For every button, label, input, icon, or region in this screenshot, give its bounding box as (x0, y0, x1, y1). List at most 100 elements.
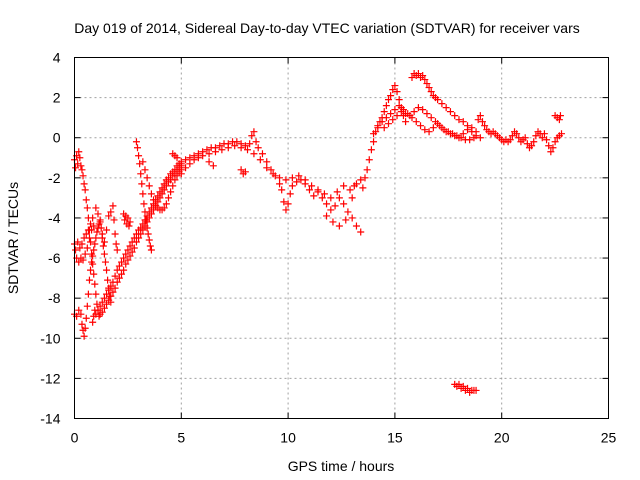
data-point (100, 304, 108, 312)
data-point (389, 116, 397, 124)
data-point (80, 180, 88, 188)
data-point (523, 140, 531, 148)
data-point (94, 210, 102, 218)
data-point (474, 116, 482, 124)
data-point (288, 182, 296, 190)
data-point (333, 188, 341, 196)
data-point (348, 194, 356, 202)
data-point (357, 176, 365, 184)
data-point (352, 222, 360, 230)
data-point (91, 240, 99, 248)
data-point (90, 246, 98, 254)
data-point (293, 178, 301, 186)
data-point (81, 250, 89, 258)
data-point (301, 176, 309, 184)
data-point (101, 258, 109, 266)
data-point (79, 172, 87, 180)
data-point (84, 290, 92, 298)
data-point (158, 190, 166, 198)
data-point (169, 182, 177, 190)
data-point (147, 210, 155, 218)
data-point (423, 80, 431, 88)
data-point (256, 156, 264, 164)
data-point (130, 244, 138, 252)
data-point (515, 134, 523, 142)
data-point (85, 226, 93, 234)
data-point (434, 96, 442, 104)
data-point (466, 136, 474, 144)
data-point (320, 190, 328, 198)
data-point (393, 88, 401, 96)
data-point (429, 124, 437, 132)
data-point (241, 142, 249, 150)
data-point (112, 240, 120, 248)
data-point (186, 160, 194, 168)
data-point (216, 142, 224, 150)
data-point (346, 186, 354, 194)
data-point (459, 118, 467, 126)
data-point (370, 138, 378, 146)
data-point (412, 118, 420, 126)
data-point (103, 290, 111, 298)
data-point (126, 252, 134, 260)
data-point (117, 258, 125, 266)
data-point (139, 190, 147, 198)
data-point (135, 234, 143, 242)
data-point (103, 300, 111, 308)
data-point (348, 214, 356, 222)
data-point (113, 246, 121, 254)
data-point (120, 254, 128, 262)
data-point (92, 204, 100, 212)
data-point (295, 172, 303, 180)
data-point (99, 242, 107, 250)
data-point (87, 266, 95, 274)
data-point (109, 202, 117, 210)
data-point (267, 166, 275, 174)
data-point (103, 266, 111, 274)
data-point (449, 130, 457, 138)
data-point (81, 186, 89, 194)
data-point (365, 156, 373, 164)
data-point (83, 244, 91, 252)
data-point (389, 86, 397, 94)
data-point (361, 174, 369, 182)
data-point (384, 96, 392, 104)
data-point (438, 100, 446, 108)
data-point (107, 208, 115, 216)
data-point (421, 126, 429, 134)
data-point (100, 294, 108, 302)
data-point (76, 244, 84, 252)
data-point (453, 132, 461, 140)
data-point (203, 146, 211, 154)
data-point (410, 108, 418, 116)
data-point (508, 132, 516, 140)
data-point (78, 320, 86, 328)
data-point (464, 384, 472, 392)
data-point (103, 226, 111, 234)
data-point (387, 110, 395, 118)
data-point (342, 216, 350, 224)
data-point (135, 152, 143, 160)
data-point (160, 186, 168, 194)
data-point (340, 200, 348, 208)
data-point (387, 92, 395, 100)
data-point (82, 314, 90, 322)
data-point (125, 222, 133, 230)
data-point (269, 170, 277, 178)
data-point (81, 324, 89, 332)
data-point (115, 274, 123, 282)
data-point (85, 234, 93, 242)
x-axis-label: GPS time / hours (288, 458, 395, 474)
data-point (472, 128, 480, 136)
data-point (87, 238, 95, 246)
data-point (77, 162, 85, 170)
data-point (91, 280, 99, 288)
data-point (323, 212, 331, 220)
data-point (359, 184, 367, 192)
data-point (164, 194, 172, 202)
y-tick-label: -4 (48, 210, 61, 226)
data-point (402, 110, 410, 118)
data-point (89, 252, 97, 260)
data-point (105, 212, 113, 220)
